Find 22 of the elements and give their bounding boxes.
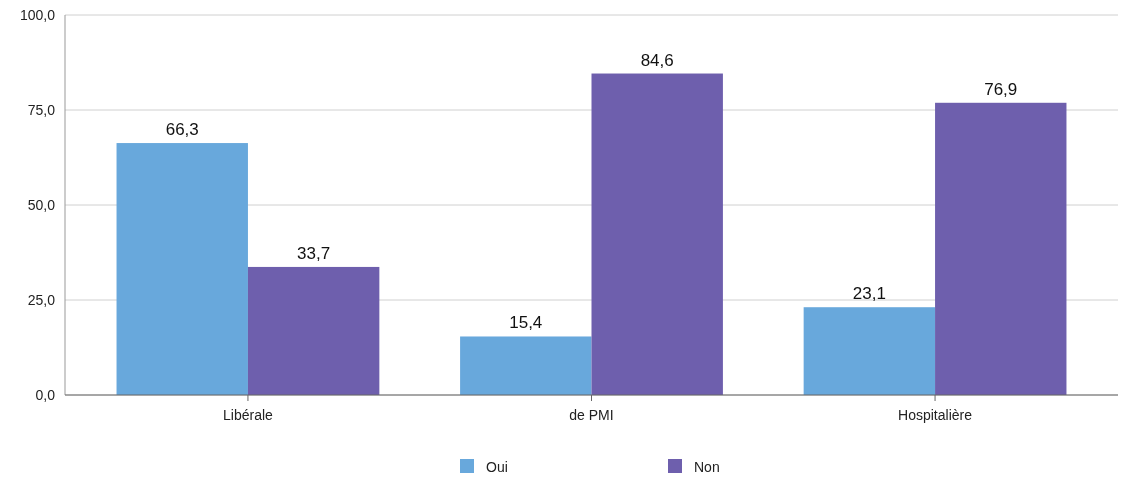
data-label: 33,7 bbox=[297, 243, 331, 263]
bar bbox=[935, 102, 1067, 395]
y-tick-label: 100,0 bbox=[19, 6, 56, 23]
data-label: 76,9 bbox=[984, 79, 1018, 99]
data-label: 15,4 bbox=[509, 313, 543, 333]
data-label: 66,3 bbox=[165, 120, 199, 140]
y-tick-label: 50,0 bbox=[27, 196, 56, 213]
bar bbox=[591, 73, 723, 395]
bar bbox=[116, 143, 248, 395]
y-tick-label: 25,0 bbox=[27, 291, 56, 308]
bar bbox=[247, 266, 380, 395]
y-tick-label: 0,0 bbox=[35, 386, 56, 403]
data-label: 23,1 bbox=[852, 284, 886, 304]
bar bbox=[803, 307, 936, 395]
x-tick-label: Hospitalière bbox=[898, 407, 973, 423]
legend-label: Oui bbox=[486, 458, 508, 475]
bar bbox=[460, 336, 592, 395]
x-tick-label: Libérale bbox=[223, 407, 274, 423]
y-tick-label: 75,0 bbox=[27, 101, 56, 118]
legend-label: Non bbox=[694, 458, 720, 475]
data-label: 84,6 bbox=[640, 50, 674, 70]
x-tick-label: de PMI bbox=[569, 407, 614, 423]
